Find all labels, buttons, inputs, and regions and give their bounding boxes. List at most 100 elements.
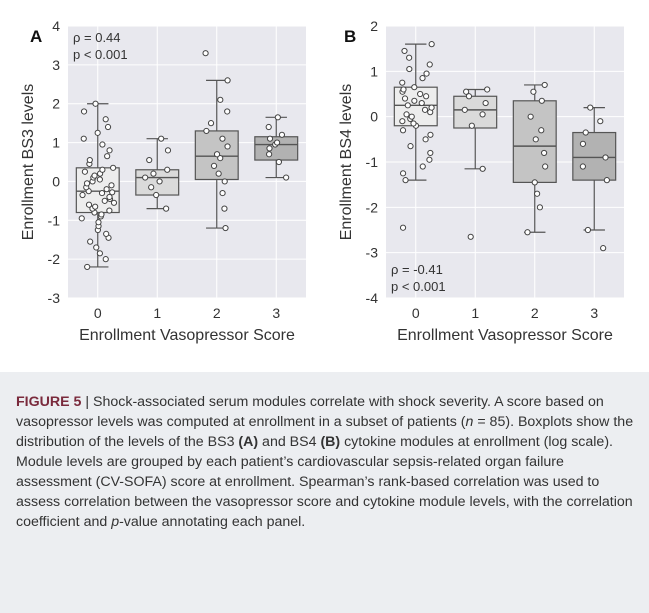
data-point <box>95 219 102 226</box>
correlation-annotation: p < 0.001 <box>391 279 446 294</box>
data-point <box>479 111 486 118</box>
data-point <box>85 201 93 208</box>
data-point <box>221 178 228 185</box>
y-tick-label: -3 <box>48 290 61 306</box>
data-point <box>150 170 157 177</box>
box-iqr <box>572 131 617 181</box>
data-point <box>404 102 411 109</box>
correlation-annotation: ρ = 0.44 <box>73 30 121 45</box>
data-point <box>399 127 407 134</box>
data-point <box>148 184 155 191</box>
data-point <box>164 147 172 154</box>
data-point <box>423 93 430 100</box>
y-axis-label: Enrollment BS3 levels <box>20 84 37 241</box>
panel-a: -3 -2 -1 0 1 2 3 4 0 1 2 3 Enrollment Vasopressor Sc… <box>20 18 306 344</box>
data-point <box>579 140 587 147</box>
caption-segment: | Shock-associated serum modules correla… <box>16 394 604 430</box>
data-point <box>427 149 434 157</box>
data-point <box>106 193 113 201</box>
data-point <box>597 118 604 125</box>
data-point <box>275 158 283 166</box>
data-point <box>80 135 87 142</box>
data-point <box>399 118 406 125</box>
panel-letter: A <box>30 27 42 46</box>
data-point <box>142 174 149 181</box>
y-tick-label: 2 <box>52 96 60 112</box>
data-point <box>79 191 86 199</box>
data-point <box>278 131 286 138</box>
y-tick-label: -1 <box>366 154 379 170</box>
data-point <box>266 145 273 152</box>
y-tick-label: -4 <box>366 290 379 306</box>
x-tick-label: 2 <box>531 305 539 321</box>
x-tick-label: 3 <box>590 305 598 321</box>
data-point <box>207 120 215 127</box>
data-point <box>540 149 548 157</box>
x-axis-label: Enrollment Vasopressor Score <box>79 327 295 344</box>
data-point <box>274 114 281 121</box>
data-point <box>410 120 417 127</box>
data-point <box>463 88 470 95</box>
data-point <box>104 123 112 131</box>
data-point <box>91 172 98 179</box>
data-point <box>582 129 589 136</box>
correlation-annotation: ρ = -0.41 <box>391 262 443 277</box>
data-point <box>93 244 100 251</box>
data-point <box>427 131 434 138</box>
x-axis-label: Enrollment Vasopressor Score <box>397 327 613 344</box>
data-point <box>92 100 99 107</box>
data-point <box>408 113 415 120</box>
y-tick-label: 1 <box>52 135 60 151</box>
data-point <box>164 166 171 173</box>
caption-segment: (B) <box>320 434 341 450</box>
data-point <box>103 186 110 193</box>
data-point <box>219 135 226 142</box>
data-point <box>538 127 545 134</box>
x-tick-label: 0 <box>412 305 420 321</box>
data-point <box>156 178 163 185</box>
data-point <box>411 84 418 91</box>
x-tick-label: 2 <box>213 305 221 321</box>
data-point <box>78 215 85 222</box>
data-point <box>221 205 228 212</box>
data-point <box>482 99 489 107</box>
y-tick-label: -1 <box>48 212 61 228</box>
x-tick-label: 0 <box>94 305 102 321</box>
data-point <box>96 250 103 257</box>
data-point <box>109 164 117 171</box>
data-point <box>484 86 491 93</box>
data-point <box>98 211 105 218</box>
data-point <box>530 88 537 95</box>
data-point <box>83 180 91 187</box>
correlation-annotation: p < 0.001 <box>73 47 128 62</box>
x-tick-label: 3 <box>272 305 280 321</box>
data-point <box>428 104 435 111</box>
data-point <box>538 97 545 104</box>
data-point <box>283 174 290 181</box>
y-tick-label: 2 <box>370 18 378 34</box>
box-1 <box>453 88 498 170</box>
data-point <box>266 151 273 158</box>
data-point <box>203 127 210 135</box>
data-point <box>419 163 426 170</box>
caption-segment: n <box>465 414 474 430</box>
data-point <box>401 95 409 102</box>
data-point <box>465 93 473 100</box>
data-point <box>602 154 609 161</box>
y-tick-label: -3 <box>366 245 379 261</box>
data-point <box>403 111 410 118</box>
data-point <box>224 143 231 150</box>
data-point <box>102 116 109 123</box>
data-point <box>146 156 153 164</box>
data-point <box>102 256 109 263</box>
y-tick-label: 3 <box>52 57 60 73</box>
data-point <box>273 139 281 146</box>
data-point <box>84 263 91 271</box>
data-point <box>419 75 426 82</box>
data-point <box>210 162 218 169</box>
data-point <box>110 199 118 206</box>
y-tick-label: 0 <box>370 109 378 125</box>
data-point <box>399 79 406 86</box>
caption-segment: and BS4 <box>258 434 321 450</box>
data-point <box>94 129 101 136</box>
